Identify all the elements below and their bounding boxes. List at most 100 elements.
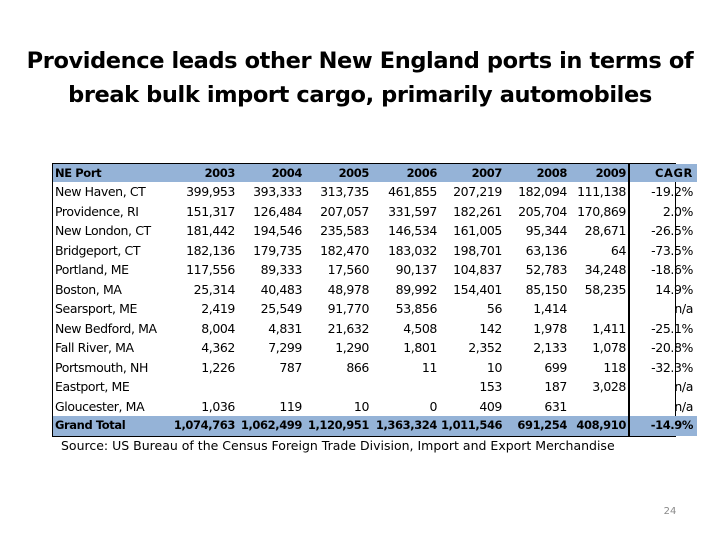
- table-row: Searsport, ME 2,419 25,549 91,770 53,856 56 1,…: [53, 299, 697, 319]
- cell-cagr: 14.9%: [628, 279, 697, 299]
- cell-2006: 90,137: [395, 262, 438, 277]
- cell-2003: 182,136: [186, 242, 235, 258]
- cell-2003: 399,953: [186, 184, 235, 199]
- column-header-2005: 2005: [304, 164, 371, 182]
- cell-2008: 187: [544, 379, 567, 394]
- cell-2007: 153: [479, 379, 502, 394]
- cell-2003: 2,419: [201, 301, 235, 316]
- cell-2005: 17,560: [327, 262, 370, 277]
- cell-port: Searsport, ME: [55, 301, 137, 316]
- cell-2007: 56: [486, 301, 503, 316]
- total-2007: 1,011,546: [439, 416, 504, 436]
- cell-2003: 1,036: [201, 398, 235, 414]
- cell-2007: 161,005: [453, 223, 502, 238]
- cell-2008: 631: [544, 398, 567, 414]
- cell-2009: 1,411: [592, 320, 626, 336]
- cell-2006: 461,855: [388, 184, 437, 199]
- cell-2007: 142: [479, 320, 502, 336]
- column-header-2006: 2006: [371, 164, 439, 182]
- cell-2005: 182,470: [320, 242, 369, 258]
- cell-2009: 34,248: [584, 262, 627, 277]
- cell-2006: 11: [421, 359, 438, 375]
- table-row: Gloucester, MA 1,036 119 10 0 409 631 n/a: [53, 396, 697, 416]
- cell-2004: [237, 377, 304, 397]
- table-row: New London, CT 181,442 194,546 235,583 146,5…: [53, 221, 697, 241]
- cell-cagr: -18.6%: [628, 260, 697, 280]
- cell-2006: 1,801: [403, 340, 437, 355]
- cell-cagr: -25.1%: [628, 318, 697, 338]
- cell-2005: 866: [346, 359, 369, 375]
- cell-2006: 89,992: [395, 281, 438, 297]
- cell-2005: 313,735: [320, 184, 369, 199]
- cell-2003: 25,314: [193, 281, 236, 297]
- cell-2005: 21,632: [327, 320, 370, 336]
- cell-2007: 198,701: [453, 242, 502, 258]
- cell-2008: 205,704: [518, 203, 567, 219]
- cell-port: Portsmouth, NH: [55, 359, 148, 375]
- table-row: Fall River, MA 4,362 7,299 1,290 1,801 2,352 2…: [53, 338, 697, 358]
- cell-2009: 3,028: [592, 379, 626, 394]
- column-header-2009: 2009: [569, 164, 629, 182]
- table-row: Boston, MA 25,314 40,483 48,978 89,992 154,40…: [53, 279, 697, 299]
- cell-2005: 207,057: [320, 203, 369, 219]
- total-2003: 1,074,763: [171, 416, 237, 436]
- page-number: 24: [663, 506, 677, 517]
- cell-2004: 89,333: [260, 262, 303, 277]
- table-body: New Haven, CT 399,953 393,333 313,735 461,85…: [53, 182, 697, 416]
- cell-cagr: n/a: [628, 299, 697, 319]
- cell-port: Bridgeport, CT: [55, 242, 141, 258]
- cell-2005: 48,978: [327, 281, 370, 297]
- cell-port: New Bedford, MA: [55, 320, 157, 336]
- cell-2009: 28,671: [584, 223, 627, 238]
- cell-cagr: -32.3%: [628, 357, 697, 377]
- cell-2009: 111,138: [577, 184, 626, 199]
- cell-2004: 787: [279, 359, 302, 375]
- cell-port: Boston, MA: [55, 281, 122, 297]
- table-row: New Bedford, MA 8,004 4,831 21,632 4,508 142 1…: [53, 318, 697, 338]
- cell-2003: 1,226: [201, 359, 235, 375]
- cell-2007: 2,352: [468, 340, 502, 355]
- cell-2008: 52,783: [525, 262, 568, 277]
- cell-2003: 8,004: [201, 320, 235, 336]
- cell-2009: 64: [610, 242, 627, 258]
- table-row: Providence, RI 151,317 126,484 207,057 331,5…: [53, 201, 697, 221]
- cell-2006: 53,856: [395, 301, 438, 316]
- cell-2007: 207,219: [453, 184, 502, 199]
- cell-2006: 0: [429, 398, 437, 414]
- cell-2007: 409: [479, 398, 502, 414]
- cell-2007: 154,401: [453, 281, 502, 297]
- cell-2004: 179,735: [253, 242, 302, 258]
- cell-2006: 183,032: [388, 242, 437, 258]
- table-row: Portsmouth, NH 1,226 787 866 11 10 699 118 -32.3…: [53, 357, 697, 377]
- cell-2008: 63,136: [525, 242, 568, 258]
- cell-2007: 182,261: [453, 203, 502, 219]
- cell-2006: 331,597: [388, 203, 437, 219]
- cell-2009: 170,869: [577, 203, 626, 219]
- cell-2003: 181,442: [186, 223, 235, 238]
- cell-port: Providence, RI: [55, 203, 139, 219]
- cell-2005: 10: [353, 398, 370, 414]
- cell-2008: 2,133: [533, 340, 567, 355]
- cell-2009: [569, 299, 629, 319]
- cell-2004: 40,483: [260, 281, 303, 297]
- total-cagr: -14.9%: [628, 416, 697, 436]
- data-table: NE Port 2003 2004 2005 2006 2007 2008 20…: [53, 164, 697, 436]
- cell-port: Eastport, ME: [55, 379, 130, 394]
- cell-2005: 1,290: [335, 340, 369, 355]
- cell-2004: 4,831: [268, 320, 302, 336]
- table-row: New Haven, CT 399,953 393,333 313,735 461,85…: [53, 182, 697, 202]
- cell-cagr: -19.2%: [628, 182, 697, 202]
- total-2008: 691,254: [504, 416, 569, 436]
- slide-title: Providence leads other New England ports…: [26, 48, 694, 108]
- cell-2004: 25,549: [260, 301, 303, 316]
- cell-cagr: -26.5%: [628, 221, 697, 241]
- column-header-2007: 2007: [439, 164, 504, 182]
- header-row: NE Port 2003 2004 2005 2006 2007 2008 20…: [53, 164, 697, 182]
- column-header-2003: 2003: [171, 164, 237, 182]
- cell-2006: [371, 377, 439, 397]
- cell-cagr: 2.0%: [628, 201, 697, 221]
- cell-port: Portland, ME: [55, 262, 129, 277]
- column-header-port: NE Port: [53, 164, 171, 182]
- table-row: Portland, ME 117,556 89,333 17,560 90,137 104…: [53, 260, 697, 280]
- cell-2008: 85,150: [525, 281, 568, 297]
